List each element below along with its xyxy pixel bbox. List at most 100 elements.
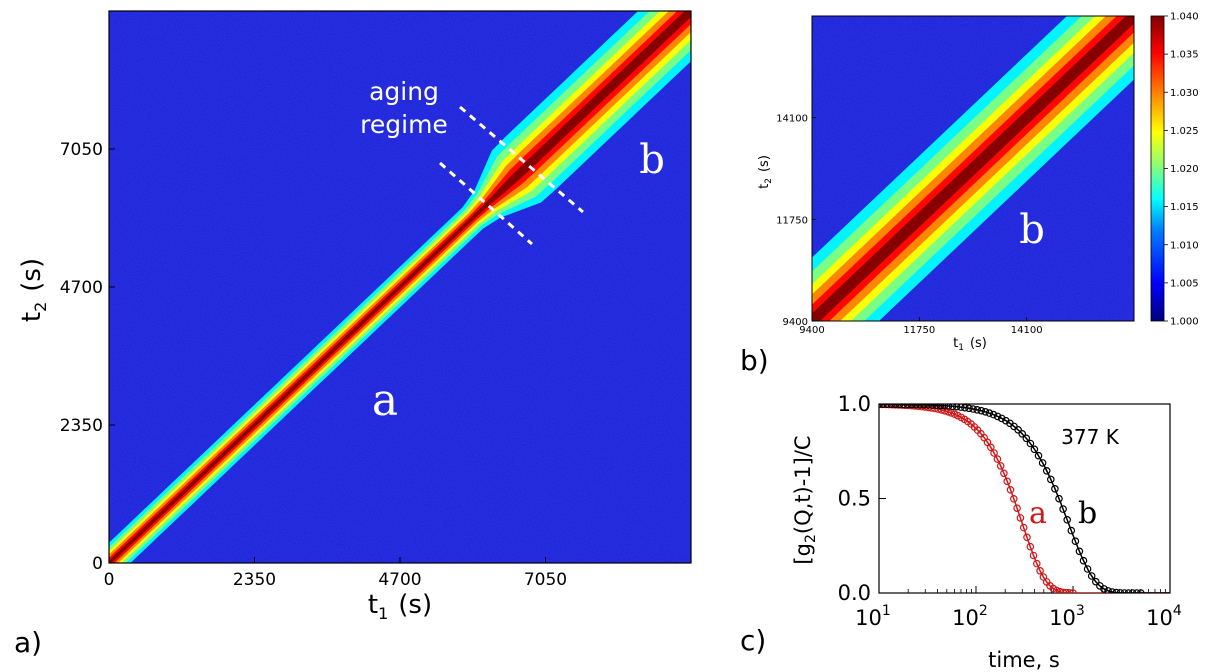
panel-a-diagonal-band [109,11,691,563]
data-point-b [899,404,908,409]
colorbar-tick-label: 1.035 [1170,50,1199,61]
data-point-b [1092,577,1100,586]
y-tick-label: 2350 [60,416,103,436]
data-point-a [940,406,949,415]
x-tick-label: 103 [1049,603,1085,630]
panel-c-ylabel: [g2(Q,t)-1]/C [791,435,819,564]
panel-label-a: a) [14,626,42,659]
panel-b-ylabel: t2(s) [757,155,774,189]
x-tick-label: 101 [855,603,891,630]
panel-c-annotation: 377 K [1061,425,1120,449]
data-point-b [1079,556,1088,565]
data-point-b [887,404,896,408]
data-point-b [920,404,928,409]
data-point-b [1038,459,1047,467]
data-point-b [1059,505,1067,513]
colorbar-tick-label: 1.025 [1170,126,1199,137]
data-point-b [1055,494,1063,503]
data-point-b [1128,589,1137,593]
x-tick-label: 0 [104,570,115,590]
panel-c-label-a: a [1029,496,1047,531]
fit-curve-a [879,404,1170,593]
data-point-b [928,404,936,409]
data-point-b [993,412,1002,421]
x-tick-label: 9400 [799,325,824,336]
data-point-b [912,404,920,409]
panel-a-label-b: b [639,137,665,183]
colorbar-ticks: 1.000 1.005 1.010 1.015 1.020 1.025 1.030 1.035… [1164,12,1199,328]
data-point-b [932,404,941,409]
data-point-b [1018,429,1027,438]
panel-b-annotation: b [1019,207,1045,253]
aging-annotation-line2: regime [360,110,448,139]
data-point-b [961,404,969,412]
data-point-a [1016,514,1025,522]
panel-c-ticks: 101 102 103 104 0.0 0.5 1.0 [838,392,1182,630]
panel-c-label-b: b [1078,496,1097,531]
data-point-b [973,405,982,414]
data-point-b [936,404,945,410]
data-point-b [1034,451,1043,460]
colorbar-gradient [1150,15,1165,322]
y-tick-label: 0.5 [838,487,871,511]
data-point-b [957,404,965,411]
panel-label-b: b) [740,344,769,377]
data-point-a [1006,485,1015,494]
y-tick-label: 0.0 [838,581,871,605]
data-point-a [1029,551,1038,560]
panel-label-c: c) [740,624,766,657]
data-point-b [997,414,1006,423]
data-point-a [1052,586,1061,593]
x-tick-label: 7050 [524,570,567,590]
data-point-b [965,404,973,413]
panel-a-label-a: a [372,375,398,426]
colorbar: 1.000 1.005 1.010 1.015 1.020 1.025 1.030 1.035… [1150,12,1199,328]
colorbar-tick-label: 1.000 [1170,317,1199,328]
y-tick-label: 14100 [776,114,808,125]
x-tick-label: 102 [952,603,988,630]
data-point-b [1014,425,1022,434]
y-tick-label: 1.0 [838,392,871,416]
data-point-b [1116,589,1125,593]
data-point-b [1124,589,1133,593]
data-point-b [1030,445,1039,454]
colorbar-tick-label: 1.020 [1170,164,1199,175]
data-point-a [1036,566,1044,575]
data-point-b [1022,434,1031,443]
data-point-b [1137,589,1145,593]
data-point-b [969,405,977,413]
band-layer [109,11,691,563]
colorbar-tick-label: 1.030 [1170,88,1199,99]
y-tick-label: 4700 [60,278,103,298]
data-point-b [1100,585,1108,593]
colorbar-tick-label: 1.015 [1170,202,1199,213]
data-point-b [985,409,994,417]
data-point-a [1026,542,1035,551]
data-point-a [1033,559,1041,568]
data-point-b [981,407,990,416]
data-point-b [879,404,887,408]
data-point-b [1071,537,1080,546]
colorbar-tick-label: 1.005 [1170,278,1199,289]
y-tick-label: 7050 [60,140,103,160]
data-point-b [1051,484,1059,493]
data-point-b [1083,565,1092,573]
panel-c-series [879,404,1170,593]
panel-b-diagonal-band [812,16,1134,321]
data-point-b [1075,547,1084,556]
x-tick-label: 104 [1146,603,1182,630]
data-point-a [1023,533,1031,542]
data-point-b [1042,466,1051,475]
data-point-b [1108,588,1116,593]
panel-b-xlabel: t1 (s) [953,336,987,353]
data-point-b [1063,515,1072,524]
data-point-a [996,462,1005,470]
data-point-b [903,404,912,409]
data-point-a [1019,523,1028,532]
data-point-b [1132,589,1141,593]
x-tick-label: 4700 [378,570,421,590]
data-point-b [916,404,924,409]
data-point-b [977,406,986,415]
